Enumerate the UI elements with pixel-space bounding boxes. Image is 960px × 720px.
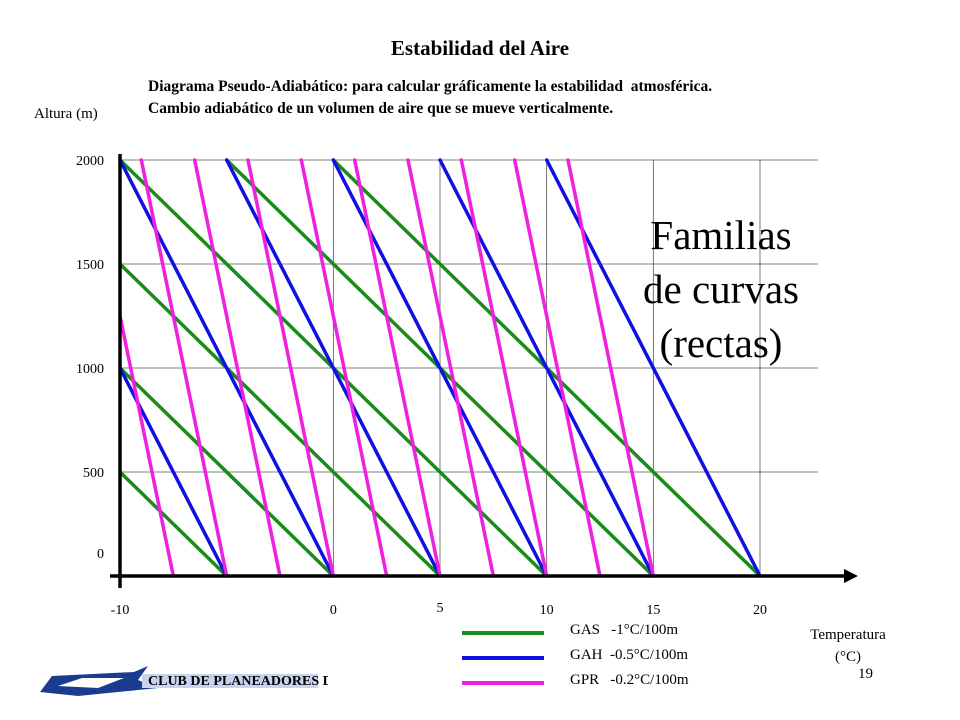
series-line [139,158,229,578]
y-tick-label: 2000 [76,154,104,169]
y-tick-label: 0 [97,547,104,562]
x-axis-label: Temperatura (°C) [810,627,886,665]
series-line [406,158,496,578]
y-tick-label: 1000 [76,362,104,377]
x-axis-arrow-icon [844,569,858,583]
legend-label-gas: GAS -1°C/100m [570,622,679,638]
series-line [566,158,656,578]
y-tick-label: 1500 [76,258,104,273]
x-tick-label: 10 [540,603,554,618]
glider-logo-icon: CLUB DE PLANEADORES DE SANTIAGO [40,666,420,696]
page-title: Estabilidad del Aire [390,36,570,60]
series-line [299,158,389,578]
series-line [192,158,282,578]
series-line [118,314,176,578]
series-line [118,366,336,578]
legend-label-gpr: GPR -0.2°C/100m [570,672,689,688]
x-tick-label: 0 [330,603,337,618]
chart-subtitle: Diagrama Pseudo-Adiabático: para calcula… [148,78,713,117]
legend-swatch-gah [462,656,544,660]
series-line [246,158,336,578]
y-tick-label: 500 [83,466,104,481]
legend-swatch-gas [462,631,544,635]
x-tick-label: 20 [753,603,767,618]
overlay-annotation: Familias de curvas (rectas) [643,212,799,366]
series-line [352,158,442,578]
x-tick-label: 15 [646,603,660,618]
series-line [118,470,229,578]
x-tick-label: 5 [437,601,444,616]
logo-text: CLUB DE PLANEADORES DE SANTIAGO [148,674,328,689]
legend-label-gah: GAH -0.5°C/100m [570,647,689,663]
page-number: 19 [858,666,873,682]
series-line [512,158,602,578]
club-logo: CLUB DE PLANEADORES DE SANTIAGO [38,662,420,702]
legend-swatch-gpr [462,681,544,685]
x-tick-label: -10 [111,603,130,618]
y-axis-label: Altura (m) [34,106,98,122]
series-line [459,158,549,578]
